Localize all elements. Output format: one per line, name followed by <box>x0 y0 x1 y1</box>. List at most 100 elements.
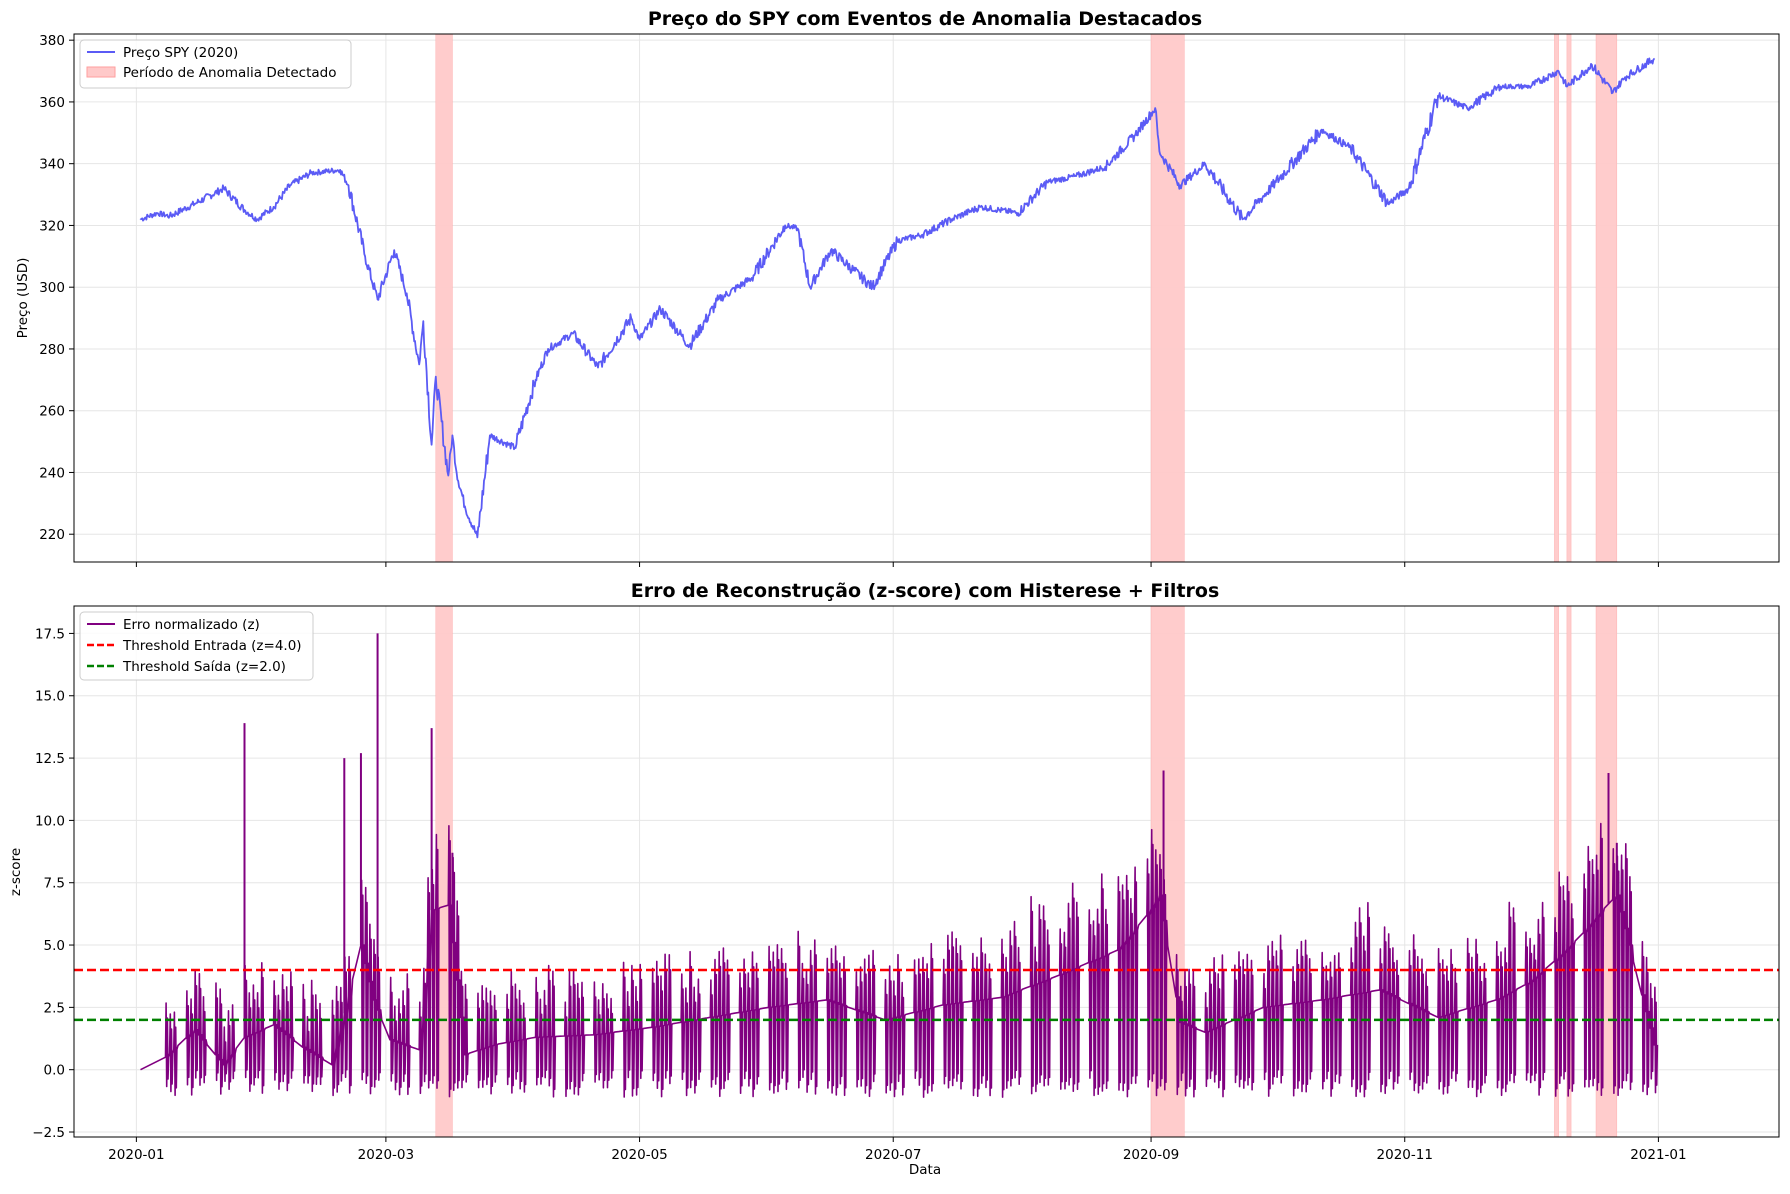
price-y-tick-label: 220 <box>39 527 65 543</box>
zscore-x-axis-label: Data <box>909 1162 941 1178</box>
zscore-legend-label-error: Erro normalizado (z) <box>123 617 260 633</box>
price-anomaly-band <box>1554 33 1559 563</box>
price-x-ticks <box>135 562 1659 567</box>
price-y-tick-label: 360 <box>39 95 65 111</box>
price-legend: Preço SPY (2020) Período de Anomalia Det… <box>79 39 352 89</box>
zscore-y-tick-label: 0.0 <box>44 1063 65 1079</box>
zscore-legend-box <box>79 611 314 681</box>
price-data-point <box>1557 70 1560 72</box>
price-data-point <box>405 292 408 295</box>
zscore-x-tick-label: 2020-11 <box>1377 1147 1433 1163</box>
price-data-point <box>1275 181 1277 184</box>
zscore-y-tick-label: 12.5 <box>35 751 65 767</box>
price-data-point <box>630 317 633 319</box>
zscore-plot-area <box>74 633 1779 1098</box>
price-data-point <box>659 308 662 310</box>
price-data-point <box>1528 85 1531 88</box>
price-data-point <box>168 215 171 217</box>
price-y-tick-label: 280 <box>39 342 65 358</box>
price-data-point <box>1466 107 1468 109</box>
price-data-point <box>597 366 599 369</box>
price-data-point <box>1104 165 1107 168</box>
price-data-point <box>717 298 720 301</box>
zscore-y-axis-label: z-score <box>8 848 24 896</box>
price-data-point <box>1408 187 1410 190</box>
price-legend-box <box>79 39 352 89</box>
price-data-point <box>547 348 549 350</box>
price-data-point <box>871 286 874 288</box>
price-data-point <box>1437 94 1439 97</box>
price-legend-anomaly-swatch <box>86 66 116 78</box>
price-data-point <box>422 320 425 322</box>
price-data-point <box>256 218 258 221</box>
price-data-point <box>572 332 574 335</box>
price-grid <box>74 34 1779 562</box>
zscore-y-tick-label: 7.5 <box>44 876 65 892</box>
price-legend-label-anomaly: Período de Anomalia Detectado <box>123 65 336 81</box>
price-data-point <box>1653 57 1656 60</box>
price-data-point <box>638 338 641 341</box>
zscore-legend-label-entry: Threshold Entrada (z=4.0) <box>122 638 302 654</box>
zscore-x-tick-label: 2020-03 <box>358 1147 414 1163</box>
price-data-point <box>1499 85 1502 88</box>
zscore-y-tick-label: 15.0 <box>35 689 65 705</box>
zscore-series-line <box>140 822 1659 1098</box>
price-data-point <box>809 286 811 288</box>
price-data-point <box>1241 218 1244 221</box>
price-data-point <box>455 471 458 474</box>
price-data-point <box>464 505 466 508</box>
price-series-line <box>140 57 1655 539</box>
price-data-point <box>1591 64 1593 66</box>
price-data-point <box>310 172 312 174</box>
zscore-y-tick-label: 2.5 <box>44 1000 65 1016</box>
price-data-point <box>451 434 454 437</box>
price-data-point <box>156 212 158 214</box>
price-y-tick-label: 260 <box>39 404 65 420</box>
price-legend-label-price: Preço SPY (2020) <box>123 45 238 61</box>
price-data-point <box>688 345 691 347</box>
price-data-point <box>1320 128 1323 131</box>
price-data-point <box>1158 150 1161 153</box>
price-data-point <box>139 218 142 221</box>
price-data-point <box>1017 212 1019 214</box>
zscore-x-tick-label: 2020-09 <box>1123 1147 1179 1163</box>
zscore-x-tick-label: 2020-07 <box>865 1147 921 1163</box>
price-data-point <box>434 375 437 378</box>
price-data-point <box>222 187 225 190</box>
price-y-ticks: 220 240 260 280 300 320 340 360 380 <box>39 33 74 543</box>
zscore-chart-title: Erro de Reconstrução (z-score) com Histe… <box>631 580 1220 602</box>
price-data-point <box>830 249 832 251</box>
price-data-point <box>376 298 379 301</box>
zscore-y-tick-label: −2.5 <box>32 1125 65 1141</box>
price-plot-area <box>139 57 1656 539</box>
price-data-point <box>243 209 246 211</box>
zscore-legend: Erro normalizado (z) Threshold Entrada (… <box>79 611 314 681</box>
price-panel: Preço do SPY com Eventos de Anomalia Des… <box>15 8 1780 567</box>
price-data-point <box>534 379 537 381</box>
zscore-x-tick-label: 2021-01 <box>1630 1147 1686 1163</box>
price-data-point <box>193 203 196 205</box>
price-data-point <box>393 249 396 251</box>
price-data-point <box>784 224 786 227</box>
price-data-point <box>364 255 366 258</box>
price-data-point <box>514 446 516 449</box>
price-data-point <box>1179 184 1181 187</box>
zscore-panel: Erro de Reconstrução (z-score) com Histe… <box>8 580 1780 1178</box>
price-anomaly-band <box>1595 33 1618 563</box>
price-data-point <box>979 206 982 208</box>
price-data-point <box>1624 76 1626 79</box>
price-data-point <box>1349 147 1352 150</box>
price-data-point <box>339 169 341 171</box>
price-data-point <box>896 240 899 242</box>
price-y-axis-label: Preço (USD) <box>15 258 31 339</box>
price-data-point <box>950 218 953 221</box>
zscore-y-ticks: −2.5 0.0 2.5 5.0 7.5 10.0 12.5 15.0 17.5 <box>32 626 74 1141</box>
price-anomaly-band <box>1566 33 1572 563</box>
price-anomaly-bands <box>435 33 1618 563</box>
zscore-x-ticks: 2020-01 2020-03 2020-05 2020-07 2020-09 2020-… <box>108 1137 1687 1163</box>
price-data-point <box>347 184 350 187</box>
price-data-point <box>476 536 479 539</box>
price-data-point <box>796 227 799 230</box>
price-data-point <box>272 206 275 208</box>
